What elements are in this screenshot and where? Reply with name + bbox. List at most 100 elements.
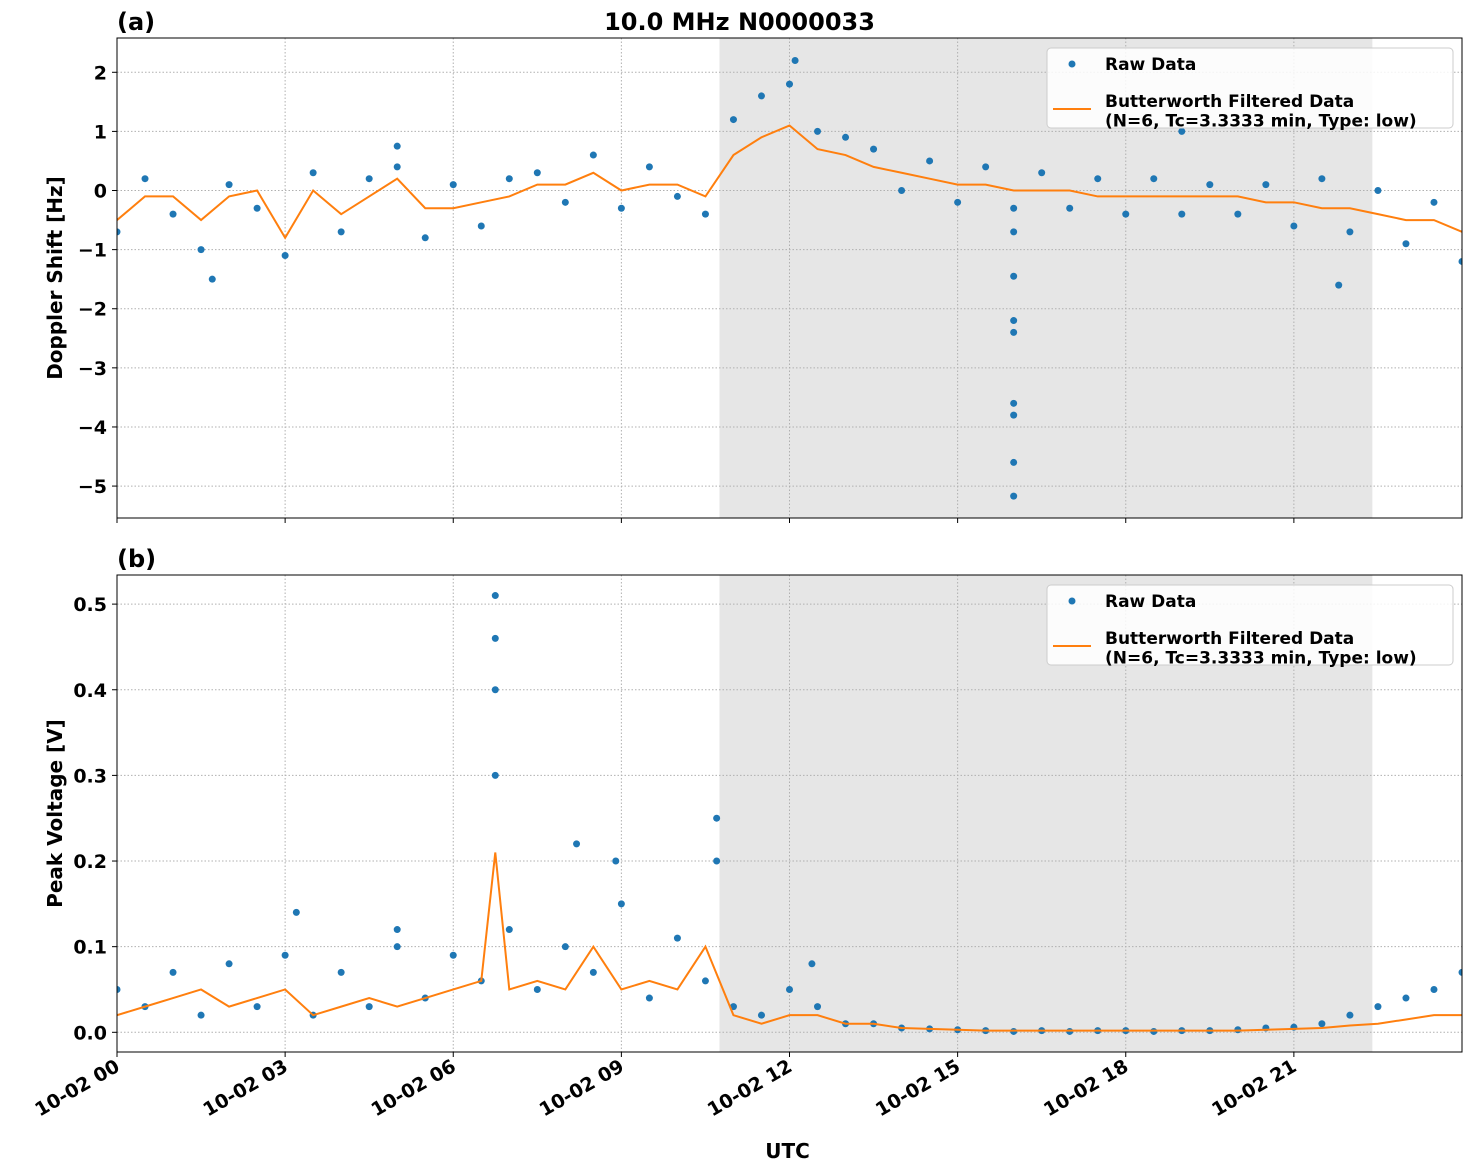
raw-point — [197, 246, 205, 254]
raw-point — [533, 169, 541, 177]
legend-label: Butterworth Filtered Data (N=6, Tc=3.3333… — [1105, 629, 1417, 669]
raw-point — [337, 968, 345, 976]
raw-point — [1010, 458, 1018, 466]
legend-label: Raw Data — [1105, 592, 1196, 612]
filtered-line — [117, 852, 1462, 1032]
raw-point — [253, 204, 261, 212]
legend-marker — [1068, 60, 1076, 68]
raw-point — [225, 181, 233, 189]
y-tick-label: 0.1 — [73, 937, 107, 959]
y-tick-label: 0.2 — [73, 851, 107, 873]
raw-point — [365, 1003, 373, 1011]
raw-point — [791, 56, 799, 64]
raw-point — [757, 1011, 765, 1019]
raw-point — [505, 926, 513, 934]
raw-point — [208, 275, 216, 283]
x-tick-label: 10-02 00 — [31, 1055, 123, 1121]
y-tick-label: 1 — [94, 121, 107, 143]
raw-point — [786, 985, 793, 993]
raw-point — [1178, 127, 1186, 135]
x-axis-label: UTC — [765, 1139, 810, 1163]
raw-point — [612, 857, 620, 865]
raw-point — [1178, 210, 1186, 218]
raw-point — [814, 127, 822, 135]
raw-point — [1010, 492, 1018, 500]
raw-point — [589, 968, 597, 976]
raw-point — [309, 169, 317, 177]
raw-point — [449, 951, 457, 959]
raw-point — [757, 92, 765, 100]
raw-point — [393, 142, 401, 150]
raw-point — [421, 234, 429, 242]
raw-point — [926, 157, 934, 165]
y-axis-label: Peak Voltage [V] — [43, 719, 67, 908]
raw-point — [337, 228, 345, 236]
raw-point — [225, 960, 233, 968]
x-tick-label: 10-02 09 — [536, 1055, 628, 1121]
raw-point — [1150, 175, 1158, 183]
raw-point — [713, 857, 721, 865]
raw-point — [898, 187, 906, 195]
raw-point — [1038, 169, 1046, 177]
raw-point — [870, 145, 878, 153]
raw-point — [505, 175, 513, 183]
raw-point — [365, 175, 373, 183]
raw-point — [617, 900, 625, 908]
raw-point — [842, 133, 850, 141]
raw-point — [477, 222, 485, 230]
raw-point — [701, 210, 709, 218]
raw-point — [1374, 187, 1382, 195]
x-tick-label: 10-02 03 — [199, 1055, 291, 1121]
raw-point — [1010, 228, 1018, 236]
legend-marker — [1068, 597, 1076, 605]
raw-point — [491, 771, 499, 779]
y-tick-label: −3 — [78, 358, 107, 380]
raw-point — [954, 198, 962, 206]
y-tick-label: −2 — [78, 299, 107, 321]
x-tick-label: 10-02 12 — [704, 1055, 796, 1121]
y-tick-label: 0.3 — [73, 765, 107, 787]
raw-point — [786, 80, 793, 88]
raw-point — [982, 163, 990, 171]
raw-point — [729, 116, 737, 124]
raw-point — [1066, 204, 1074, 212]
raw-point — [393, 943, 401, 951]
legend-box — [1046, 584, 1454, 666]
raw-point — [281, 951, 289, 959]
y-tick-label: 2 — [94, 62, 107, 84]
raw-point — [117, 228, 121, 236]
legend-box — [1046, 47, 1454, 129]
y-axis-label: Doppler Shift [Hz] — [43, 176, 67, 380]
raw-point — [393, 163, 401, 171]
raw-point — [673, 934, 681, 942]
raw-point — [117, 985, 121, 993]
axes-frame — [116, 574, 1463, 1053]
raw-point — [713, 814, 721, 822]
raw-point — [169, 210, 177, 218]
raw-point — [645, 994, 653, 1002]
y-tick-label: −1 — [78, 240, 107, 262]
panel-label: (a) — [117, 8, 155, 36]
raw-point — [1402, 240, 1410, 248]
raw-point — [589, 151, 597, 159]
raw-point — [561, 198, 569, 206]
raw-point — [1430, 985, 1438, 993]
y-tick-label: 0.0 — [73, 1022, 107, 1044]
raw-point — [1430, 198, 1438, 206]
raw-point — [1346, 1011, 1354, 1019]
raw-point — [1290, 222, 1298, 230]
raw-point — [573, 840, 581, 848]
raw-point — [253, 1003, 261, 1011]
raw-point — [169, 968, 177, 976]
raw-point — [1335, 281, 1343, 289]
raw-point — [1234, 210, 1242, 218]
raw-point — [1318, 1020, 1326, 1028]
raw-point — [1010, 272, 1018, 280]
raw-point — [1010, 328, 1018, 336]
raw-point — [1374, 1003, 1382, 1011]
raw-point — [814, 1003, 822, 1011]
y-tick-label: 0.4 — [73, 680, 107, 702]
raw-point — [491, 686, 499, 694]
raw-point — [533, 985, 541, 993]
